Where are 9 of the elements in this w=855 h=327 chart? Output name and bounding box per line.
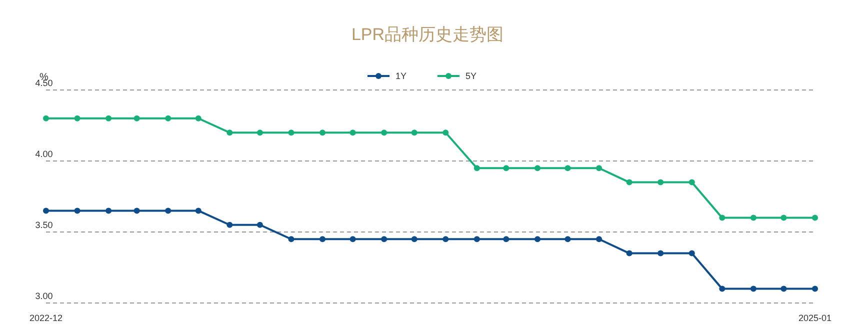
x-tick-label: 2022-12 [29,313,63,323]
y-tick-label: 4.00 [35,149,53,159]
y-tick-label: 3.00 [35,291,53,301]
x-tick-label: 2025-01 [798,313,832,323]
chart-title: LPR品种历史走势图 [351,25,504,44]
legend-label: 5Y [466,71,477,81]
legend-label: 1Y [396,71,407,81]
y-tick-label: 3.50 [35,220,53,230]
y-tick-label: 4.50 [35,78,53,88]
